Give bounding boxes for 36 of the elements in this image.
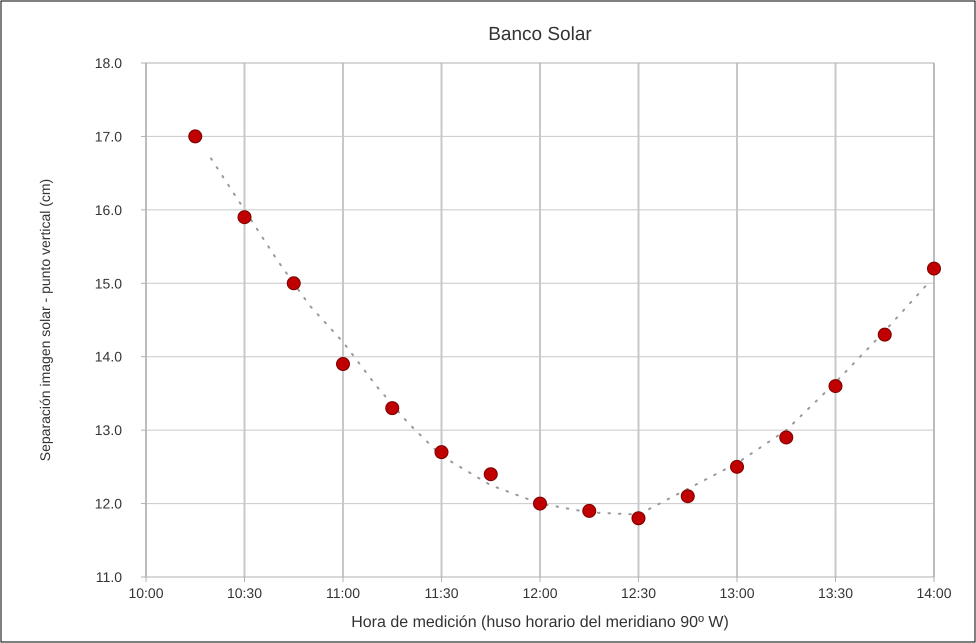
point (878, 328, 892, 342)
point (484, 467, 498, 482)
x-tick-label: 14:00 (916, 585, 952, 601)
x-tick-label: 11:00 (326, 585, 360, 601)
x-tick-label: 13:00 (719, 585, 755, 601)
chart-title: Banco Solar (488, 24, 592, 45)
x-tick-label: 12:30 (620, 585, 656, 601)
x-tick-label: 10:30 (226, 585, 262, 601)
x-tick-label: 11:30 (424, 585, 459, 601)
point (533, 496, 547, 511)
x-tick-label: 10:00 (128, 585, 164, 601)
y-tick-label: 18.0 (94, 55, 122, 71)
y-tick-label: 13.0 (94, 422, 122, 438)
point (385, 401, 400, 416)
x-axis-title: Hora de medición (huso horario del meridiano 90º W) (351, 614, 729, 631)
point (828, 379, 842, 394)
point (779, 430, 794, 444)
point (188, 129, 202, 144)
y-tick-label: 12.0 (94, 496, 122, 512)
y-tick-label: 16.0 (94, 202, 122, 218)
point (927, 262, 941, 276)
point (582, 504, 596, 518)
point (238, 210, 252, 224)
y-tick-label: 11.0 (96, 569, 122, 585)
point (286, 276, 301, 290)
y-tick-label: 17.0 (94, 128, 122, 144)
point (336, 357, 350, 372)
y-axis-title: Separación imagen solar - punto vertical (cm) (37, 178, 53, 462)
point (632, 511, 646, 526)
point (680, 489, 695, 504)
x-tick-label: 13:30 (818, 585, 854, 601)
point (434, 445, 448, 460)
point (730, 460, 744, 474)
y-tick-label: 14.0 (94, 348, 122, 365)
y-tick-label: 15.0 (94, 275, 122, 292)
x-tick-label: 12:00 (522, 585, 558, 601)
